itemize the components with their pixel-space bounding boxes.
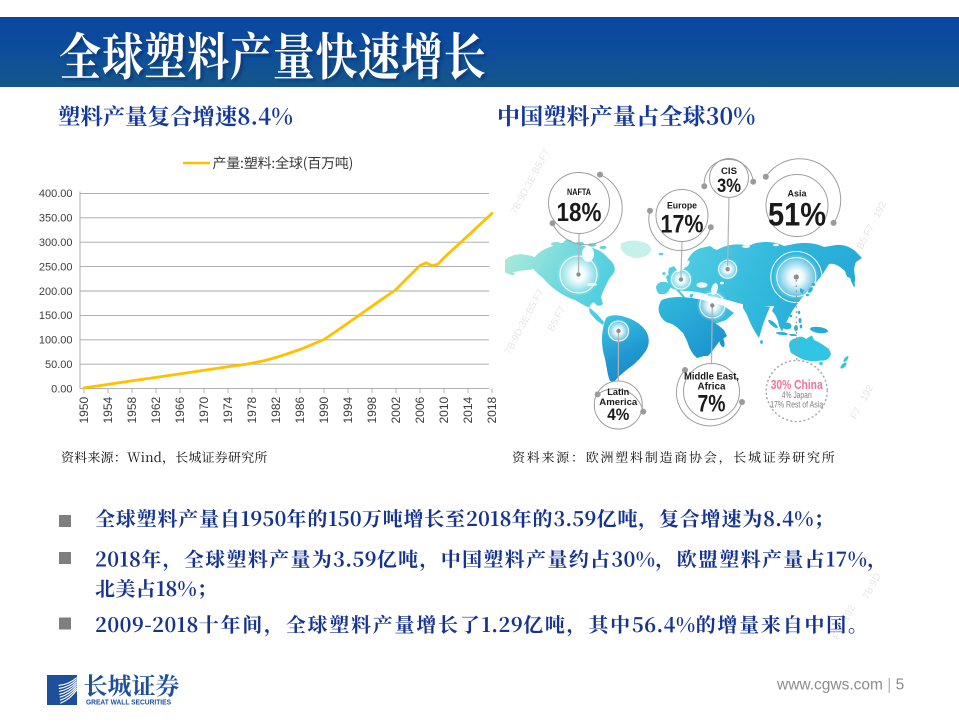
svg-text:1998: 1998 [365,396,379,423]
svg-text:2010: 2010 [437,396,451,423]
svg-text:1962: 1962 [149,396,163,423]
svg-text:150.00: 150.00 [39,310,73,322]
svg-text:CIS: CIS [721,166,737,176]
svg-text:1970: 1970 [197,396,211,423]
svg-text:0.00: 0.00 [51,383,72,395]
svg-text:1966: 1966 [173,396,187,423]
svg-text:GREAT WALL SECURITIES: GREAT WALL SECURITIES [86,698,171,707]
svg-text:18%: 18% [557,197,602,227]
svg-text:2014: 2014 [461,396,475,423]
svg-text:1950: 1950 [77,396,91,423]
svg-text:2006: 2006 [413,396,427,423]
svg-text:1986: 1986 [293,396,307,423]
svg-text:4% Japan: 4% Japan [782,390,812,400]
svg-text:300.00: 300.00 [39,237,73,249]
svg-text:1994: 1994 [341,396,355,423]
svg-text:2002: 2002 [389,396,403,423]
svg-text:1990: 1990 [317,396,331,423]
svg-text:100.00: 100.00 [39,335,73,347]
svg-text:2018: 2018 [485,396,499,423]
svg-text:1974: 1974 [221,396,235,423]
svg-text:7%: 7% [698,391,726,418]
svg-text:1958: 1958 [125,396,139,423]
svg-text:3%: 3% [717,176,741,197]
svg-text:50.00: 50.00 [45,359,73,371]
svg-text:1954: 1954 [101,396,115,423]
svg-text:4%: 4% [607,405,629,424]
svg-text:250.00: 250.00 [39,261,73,273]
svg-text:www.cgws.com | 5: www.cgws.com | 5 [776,677,904,694]
svg-text:17%: 17% [661,211,704,239]
svg-text:1978: 1978 [245,396,259,423]
svg-text:400.00: 400.00 [39,188,73,200]
svg-text:51%: 51% [768,197,826,233]
svg-text:350.00: 350.00 [39,213,73,225]
svg-text:200.00: 200.00 [39,286,73,298]
svg-text:17% Rest of Asia: 17% Rest of Asia [770,400,823,410]
svg-text:1982: 1982 [269,396,283,423]
